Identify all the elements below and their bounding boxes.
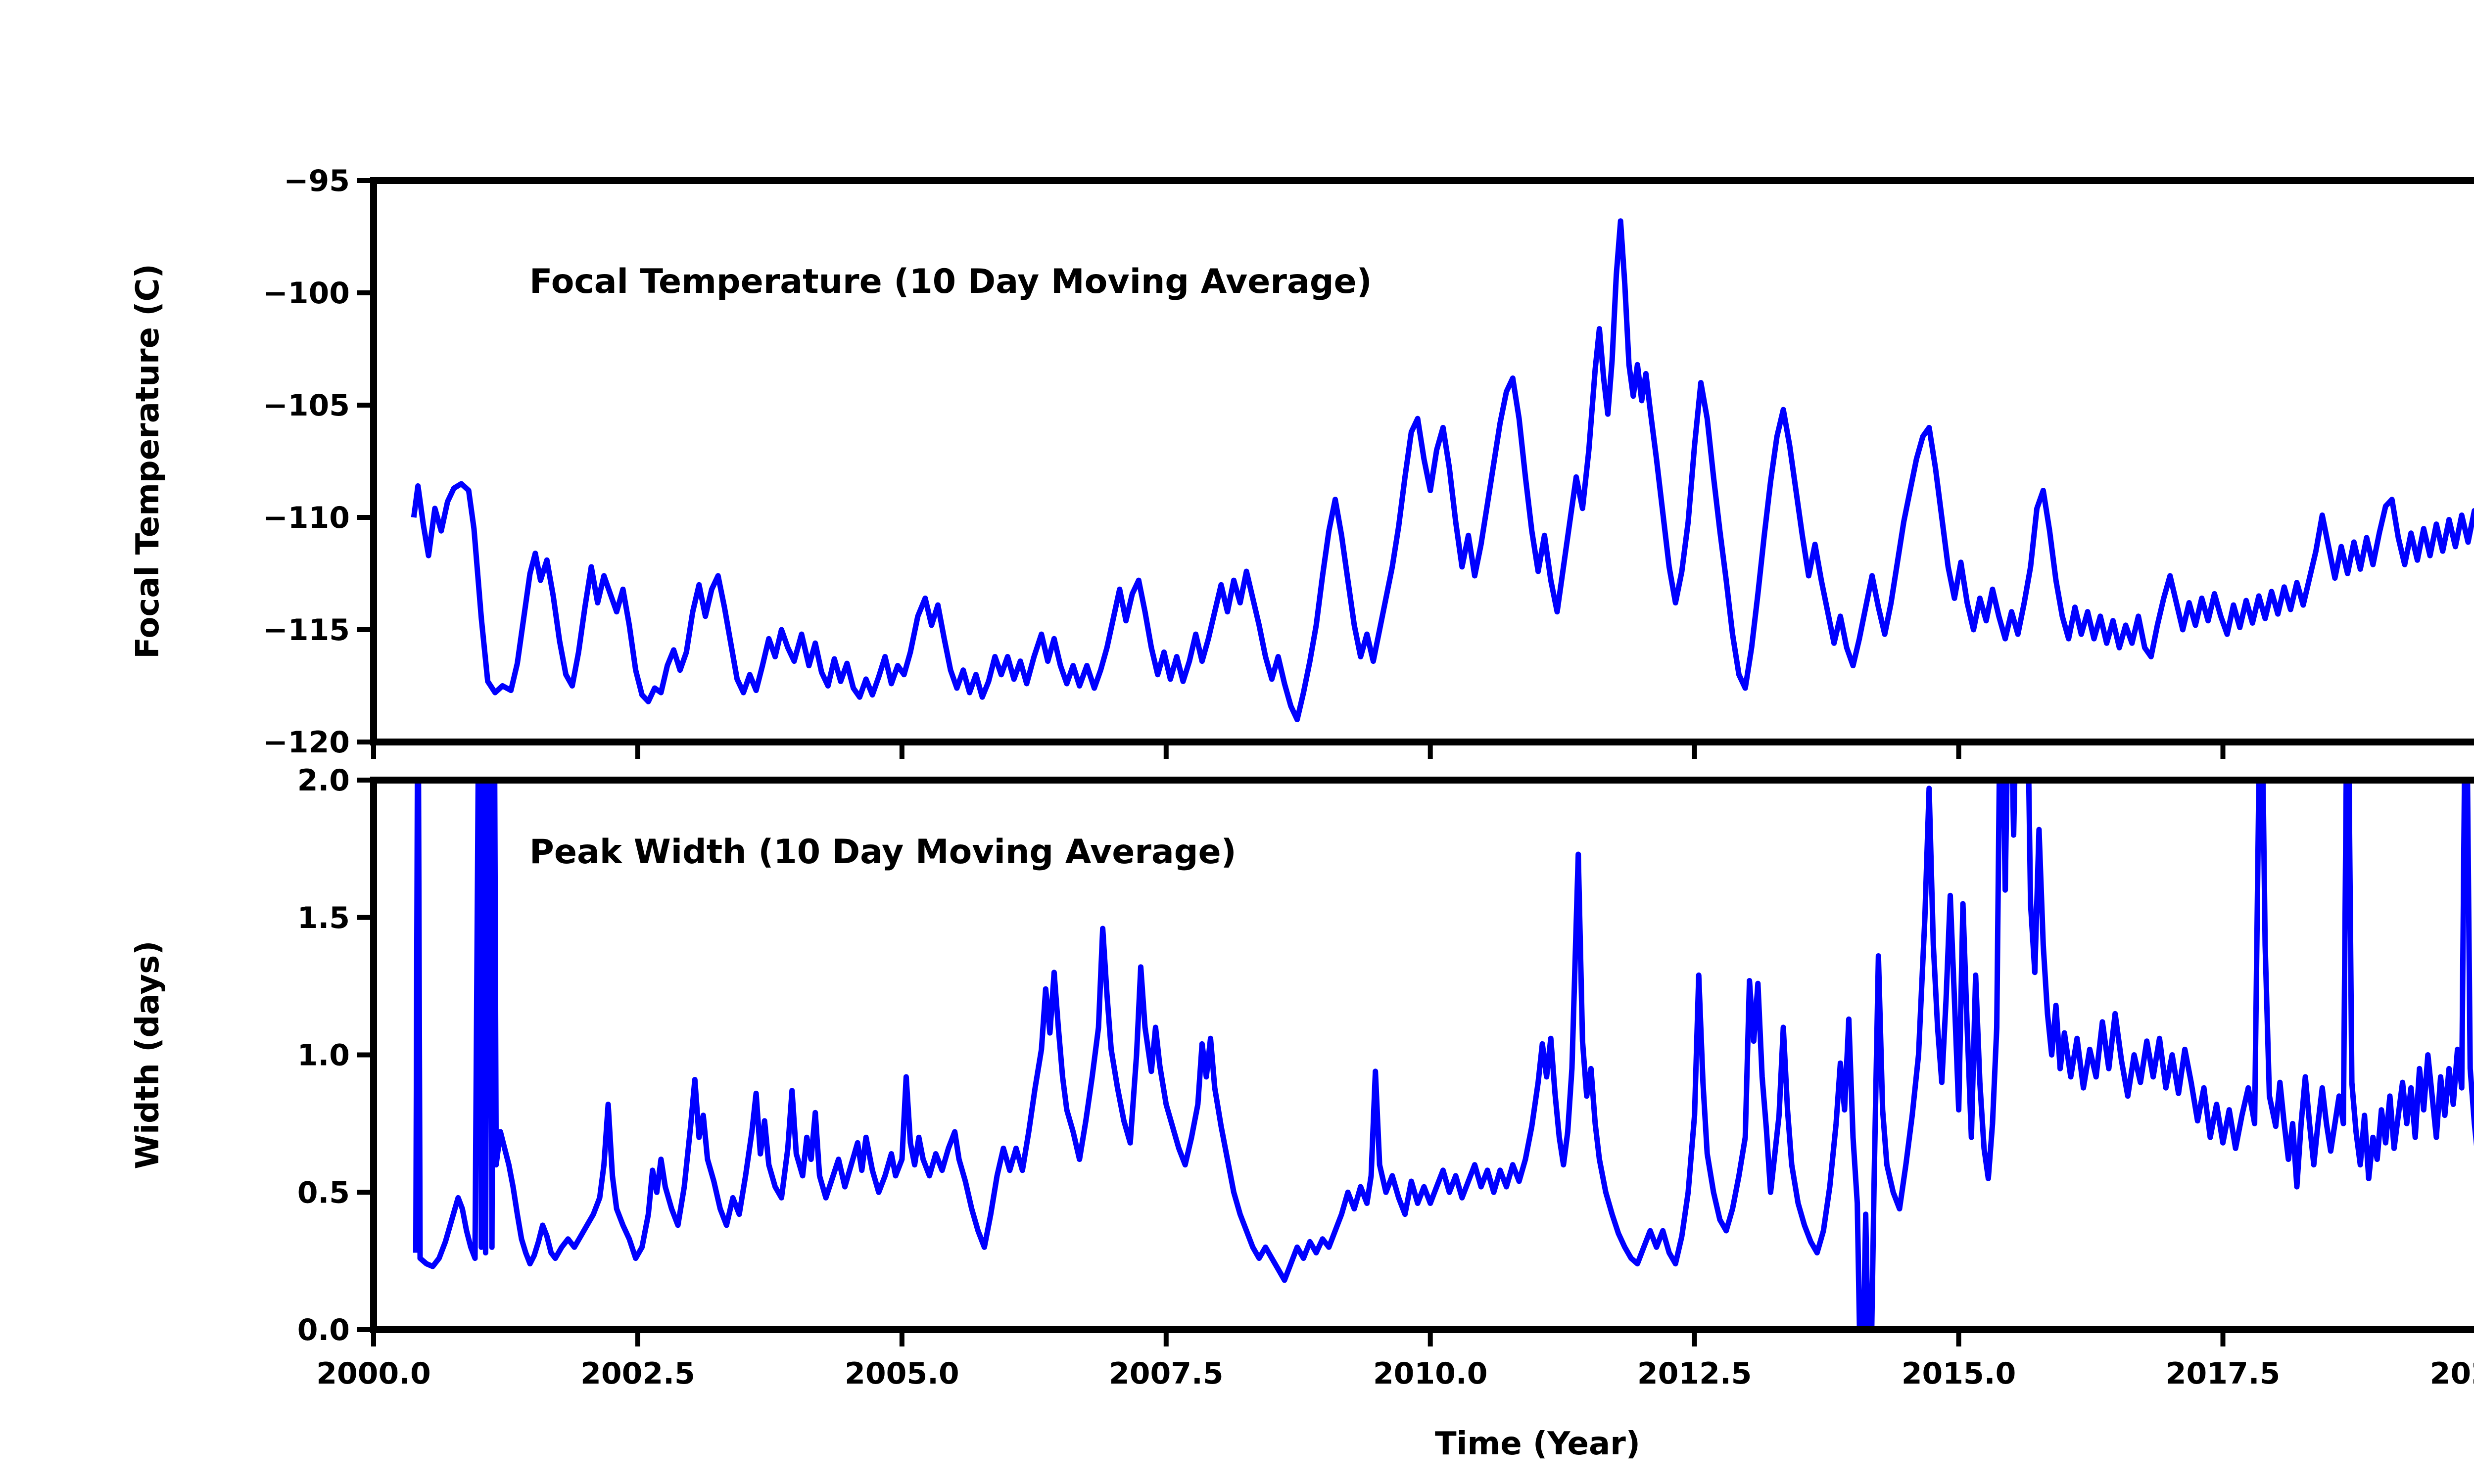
focal_temperature-line (411, 218, 2474, 723)
y-tick-label: −120 (263, 725, 350, 760)
x-tick-label: 2015.0 (1902, 1356, 2016, 1391)
peak_width-line (413, 780, 2474, 1330)
bottom-panel-ylabel: Width (days) (130, 940, 166, 1169)
y-tick-label: −110 (263, 501, 350, 535)
y-tick-label: 2.0 (297, 763, 350, 798)
x-tick-label: 2002.5 (580, 1356, 695, 1391)
y-tick-label: 0.5 (297, 1175, 350, 1210)
y-tick-label: −115 (263, 613, 350, 648)
y-tick-label: −105 (263, 388, 350, 423)
x-tick-label: 2012.5 (1637, 1356, 1752, 1391)
x-axis-label: Time (Year) (1435, 1426, 1640, 1462)
top-panel-ylabel: Focal Temperature (C) (130, 264, 166, 659)
top-panel-title: Focal Temperature (10 Day Moving Average… (529, 262, 1372, 301)
bottom-panel-title: Peak Width (10 Day Moving Average) (529, 833, 1237, 872)
y-tick-label: 0.0 (297, 1313, 350, 1347)
axes-frame (370, 177, 2474, 745)
bottom-panel: 2.0 1.5 1.0 0.5 0.0 2000.0 2002.5 2005.0 2007.5 2… (130, 763, 2474, 1391)
x-tick-label: 2007.5 (1109, 1356, 1224, 1391)
y-tick-label: 1.5 (297, 901, 350, 935)
x-tick-label: 2020.0 (2430, 1356, 2474, 1391)
x-tick-label: 2005.0 (845, 1356, 959, 1391)
y-tick-label: 1.0 (297, 1038, 350, 1073)
x-tick-label: 2000.0 (316, 1356, 431, 1391)
y-tick-label: −100 (263, 276, 350, 311)
x-tick-label: 2010.0 (1373, 1356, 1488, 1391)
top-panel: −95 −100 −105 −110 −115 −120 Focal Temperature… (130, 164, 2474, 760)
y-tick-label: −95 (284, 164, 350, 198)
x-tick-label: 2017.5 (2166, 1356, 2281, 1391)
